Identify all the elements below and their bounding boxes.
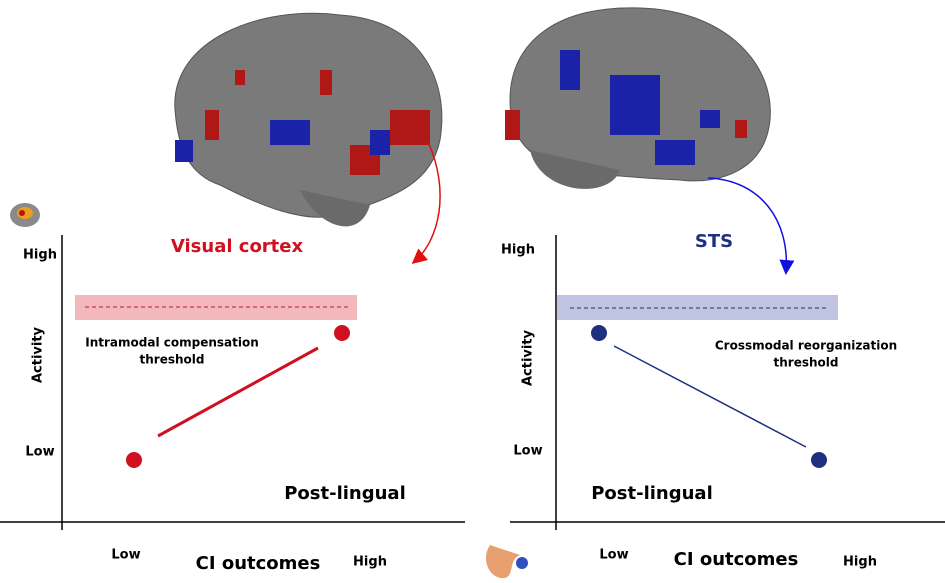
x-axis-label: CI outcomes [674,549,799,570]
threshold-label: Crossmodal reorganization [715,339,897,353]
threshold-label: Intramodal compensation [85,336,259,350]
group-label: Post-lingual [284,483,406,504]
threshold-label: threshold [140,353,205,367]
point [334,325,350,341]
x-high: High [353,555,387,570]
ear-icon [486,545,528,578]
x-low: Low [111,548,140,563]
x-low: Low [599,548,628,563]
right-brain [505,8,770,189]
left-brain [175,13,442,226]
arrow [708,178,786,272]
y-axis-label: Activity [521,329,536,386]
y-axis-label: Activity [31,326,46,383]
point [591,325,607,341]
figure: Visual cortex High Low Activity Intramod… [0,0,945,583]
x-axis-label: CI outcomes [196,553,321,574]
region-label: STS [695,231,733,252]
brain-icon [10,203,40,227]
y-high: High [23,248,57,263]
threshold-label: threshold [774,356,839,370]
region-label: Visual cortex [171,236,304,257]
point [811,452,827,468]
threshold-band [75,295,357,320]
x-high: High [843,555,877,570]
point [126,452,142,468]
y-low: Low [25,445,54,460]
group-label: Post-lingual [591,483,713,504]
y-high: High [501,243,535,258]
y-low: Low [513,444,542,459]
